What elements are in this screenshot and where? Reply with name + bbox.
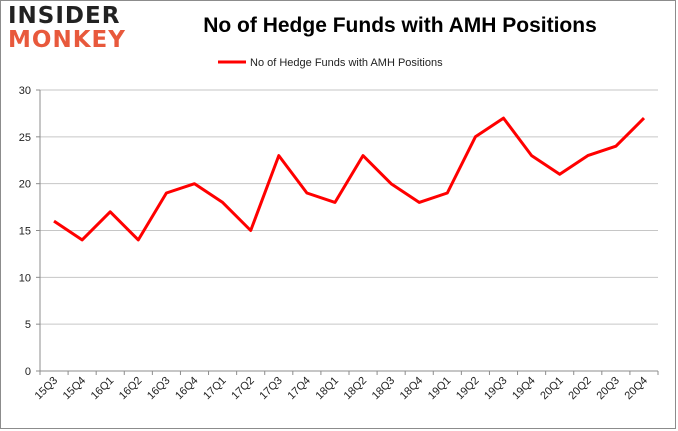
insider-monkey-logo: INSIDER MONKEY xyxy=(8,4,126,52)
y-tick-label: 20 xyxy=(19,179,31,191)
x-tick-label: 20Q3 xyxy=(594,375,622,403)
x-tick-label: 18Q2 xyxy=(342,375,370,403)
x-tick-label: 17Q3 xyxy=(257,375,285,403)
x-tick-label: 19Q4 xyxy=(510,375,538,403)
y-tick-label: 10 xyxy=(19,272,31,284)
x-tick-label: 18Q4 xyxy=(398,375,426,403)
x-tick-label: 16Q2 xyxy=(117,375,145,403)
y-tick-label: 5 xyxy=(25,319,31,331)
x-tick-label: 19Q1 xyxy=(426,375,454,403)
y-tick-label: 0 xyxy=(25,366,31,378)
x-tick-label: 17Q1 xyxy=(201,375,229,403)
chart-title: No of Hedge Funds with AMH Positions xyxy=(203,14,597,37)
x-tick-label: 15Q4 xyxy=(61,375,89,403)
axes xyxy=(39,90,659,375)
x-tick-label: 20Q1 xyxy=(538,375,566,403)
legend: No of Hedge Funds with AMH Positions xyxy=(218,57,443,69)
y-tick-labels: 0 5 10 15 20 25 30 xyxy=(19,85,31,378)
x-tick-label: 18Q3 xyxy=(370,375,398,403)
x-tick-label: 20Q2 xyxy=(566,375,594,403)
x-tick-label: 15Q3 xyxy=(33,375,61,403)
x-tick-label: 17Q4 xyxy=(285,375,313,403)
x-tick-label: 17Q2 xyxy=(229,375,257,403)
legend-label: No of Hedge Funds with AMH Positions xyxy=(250,57,443,69)
x-tick-label: 16Q3 xyxy=(145,375,173,403)
x-tick-label: 18Q1 xyxy=(314,375,342,403)
x-tick-label: 20Q4 xyxy=(623,375,651,403)
y-tick-label: 25 xyxy=(19,132,31,144)
series-line xyxy=(53,116,646,242)
series xyxy=(53,116,646,242)
x-tick-label: 16Q4 xyxy=(173,375,201,403)
x-tick-label: 19Q2 xyxy=(454,375,482,403)
x-tick-label: 16Q1 xyxy=(89,375,117,403)
x-tick-label: 19Q3 xyxy=(482,375,510,403)
grid xyxy=(36,89,658,372)
y-tick-label: 30 xyxy=(19,85,31,97)
logo-line-2: MONKEY xyxy=(8,27,126,53)
y-tick-label: 15 xyxy=(19,226,31,238)
x-tick-labels: 15Q3 15Q4 16Q1 16Q2 16Q3 16Q4 17Q1 17Q2 17Q3 17Q4… xyxy=(33,375,650,403)
logo-line-1: INSIDER xyxy=(8,3,121,29)
